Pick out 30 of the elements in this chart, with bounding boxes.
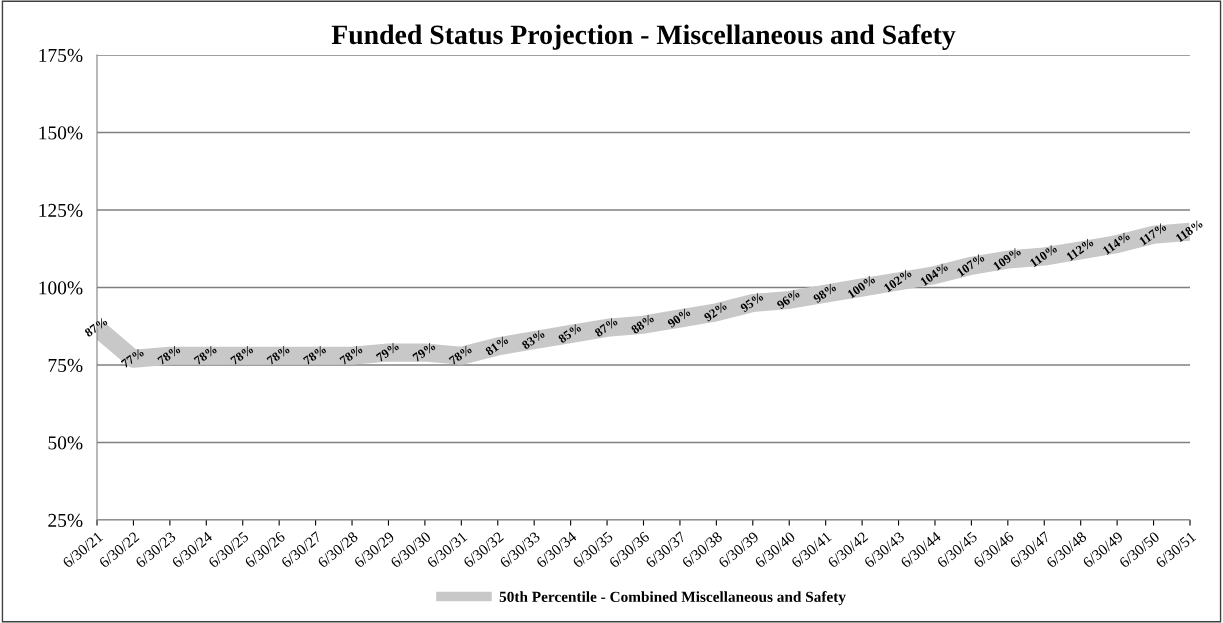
y-tick-label: 100% bbox=[39, 281, 83, 295]
y-tick-label: 75% bbox=[48, 358, 83, 372]
data-label: 87% bbox=[594, 316, 619, 338]
y-tick-label: 150% bbox=[39, 126, 83, 140]
y-tick-label: 50% bbox=[48, 436, 83, 450]
y-tick-label: 25% bbox=[48, 513, 83, 527]
legend-label: 50th Percentile - Combined Miscellaneous and Safety bbox=[499, 591, 846, 606]
data-label: 98% bbox=[812, 282, 837, 304]
data-label: 96% bbox=[776, 289, 801, 310]
chart-title: Funded Status Projection - Miscellaneous and Safety bbox=[331, 24, 956, 50]
data-label: 78% bbox=[448, 344, 473, 366]
data-label: 78% bbox=[230, 344, 254, 366]
data-label: 83% bbox=[521, 329, 546, 350]
data-label: 78% bbox=[157, 344, 181, 366]
y-tick-label: 175% bbox=[39, 48, 83, 62]
data-label: 78% bbox=[193, 344, 218, 366]
data-label: 79% bbox=[412, 341, 436, 362]
data-label: 78% bbox=[266, 344, 291, 366]
y-tick-label: 125% bbox=[39, 203, 83, 217]
data-label: 77% bbox=[120, 347, 145, 369]
data-label: 78% bbox=[339, 344, 364, 366]
data-label: 88% bbox=[630, 313, 655, 335]
data-label: 78% bbox=[302, 344, 327, 366]
data-label: 85% bbox=[557, 323, 582, 344]
data-label: 95% bbox=[739, 292, 764, 313]
data-label: 90% bbox=[666, 307, 692, 329]
data-label: 81% bbox=[484, 335, 509, 356]
data-label: 92% bbox=[703, 301, 728, 322]
data-label: 79% bbox=[375, 341, 400, 362]
data-label: 87% bbox=[84, 316, 109, 338]
